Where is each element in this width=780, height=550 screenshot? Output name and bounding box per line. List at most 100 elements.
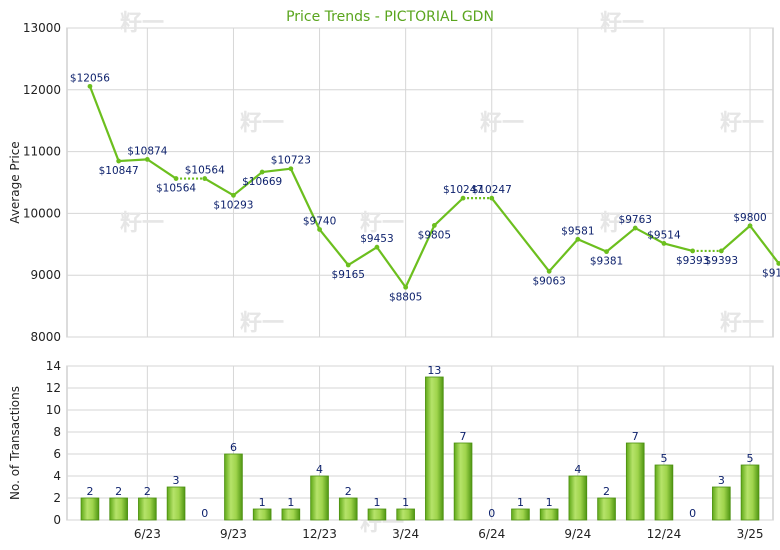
bar-ytick-label: 2	[53, 491, 61, 505]
transaction-bar	[654, 464, 674, 521]
price-point	[173, 176, 179, 181]
price-point	[317, 227, 322, 232]
price-point	[661, 241, 667, 246]
price-point	[718, 248, 724, 254]
bar-xtick-label: 9/24	[564, 527, 591, 541]
price-point	[489, 195, 495, 201]
price-line-segment	[720, 224, 751, 252]
watermark: 籽一	[480, 110, 524, 136]
price-point	[231, 192, 236, 198]
price-line-segment	[577, 238, 607, 253]
price-data-label: $9063	[532, 275, 565, 287]
price-point	[403, 284, 409, 290]
price-ytick-label: 11000	[23, 145, 61, 159]
price-data-label: $10247	[472, 184, 512, 196]
bar-ytick-label: 12	[46, 381, 61, 395]
price-line-segment	[262, 167, 291, 174]
bar-xtick-label: 6/24	[478, 527, 505, 541]
price-point	[604, 249, 609, 255]
price-line-segment	[88, 85, 120, 162]
price-line-segment	[433, 197, 464, 227]
transaction-bar	[597, 497, 616, 521]
transaction-bar	[224, 453, 243, 521]
transaction-bar	[338, 497, 358, 521]
transaction-count-label: 1	[517, 496, 524, 509]
watermark: 籽一	[240, 310, 284, 336]
bar-ytick-label: 6	[53, 447, 61, 461]
price-line-segment	[146, 158, 177, 180]
watermark: 籽一	[720, 310, 764, 336]
transaction-count-label: 13	[427, 364, 441, 377]
transaction-count-label: 3	[718, 474, 725, 487]
price-point	[288, 166, 294, 172]
price-data-label: $10847	[99, 165, 139, 177]
bar-xtick-label: 6/23	[134, 527, 161, 541]
price-data-label: $10874	[127, 145, 167, 157]
price-point	[116, 158, 122, 164]
price-point	[747, 223, 753, 229]
price-data-label: $9453	[360, 233, 393, 245]
price-data-label: $10564	[156, 183, 196, 195]
price-point	[546, 268, 552, 274]
bar-xtick-label: 12/23	[302, 527, 337, 541]
transaction-count-label: 3	[173, 474, 180, 487]
bar-xtick-label: 9/23	[220, 527, 247, 541]
transaction-bar	[625, 442, 645, 521]
transaction-count-label: 6	[230, 441, 237, 454]
watermark: 籽一	[600, 10, 644, 36]
transaction-bar	[281, 508, 301, 521]
price-data-label: $9393	[676, 255, 709, 267]
price-line-segment	[605, 227, 636, 253]
transaction-count-label: 2	[345, 485, 352, 498]
price-line-segment	[490, 197, 551, 272]
transaction-bar	[396, 508, 415, 521]
price-point	[776, 261, 780, 266]
price-point	[632, 225, 638, 231]
price-data-label: $10247	[443, 184, 483, 196]
bar-xtick-label: 12/24	[647, 527, 682, 541]
transaction-count-label: 2	[86, 485, 93, 498]
price-ytick-label: 12000	[23, 83, 61, 97]
transaction-bar	[80, 497, 100, 521]
transaction-bar	[367, 508, 387, 521]
price-plot-area	[66, 27, 774, 338]
price-line-segment	[318, 228, 350, 266]
price-data-label: $9165	[332, 269, 365, 281]
transaction-count-label: 1	[402, 496, 409, 509]
price-data-label: $9800	[733, 212, 766, 224]
transaction-count-label: 1	[259, 496, 266, 509]
transaction-count-label: 1	[546, 496, 553, 509]
price-point	[345, 262, 351, 268]
price-data-label: $9514	[647, 229, 681, 241]
bar-xtick-label: 3/25	[737, 527, 764, 541]
transaction-count-label: 1	[287, 496, 294, 509]
price-data-label: $9740	[303, 215, 336, 227]
price-line-segment	[376, 246, 407, 288]
price-point	[144, 156, 150, 162]
bar-ytick-label: 10	[46, 403, 61, 417]
price-data-label: $10723	[271, 155, 311, 167]
price-line-segment	[289, 168, 321, 230]
price-data-label: $10293	[213, 199, 253, 211]
transaction-bar	[453, 442, 473, 521]
transaction-bar	[511, 508, 530, 521]
transaction-count-label: 1	[373, 496, 380, 509]
bar-ytick-label: 8	[53, 425, 61, 439]
price-data-label: $9805	[418, 229, 451, 241]
price-line-segment	[548, 238, 579, 273]
price-point	[374, 244, 380, 250]
transaction-bar	[138, 497, 157, 521]
price-point	[431, 223, 437, 228]
price-ytick-label: 10000	[23, 206, 61, 220]
price-point	[575, 236, 581, 242]
transaction-bar	[166, 486, 186, 521]
transaction-bar	[109, 497, 128, 521]
price-data-label: $9581	[561, 225, 594, 237]
bar-ytick-label: 4	[53, 469, 61, 483]
price-ytick-label: 13000	[23, 21, 61, 35]
transaction-count-label: 0	[488, 507, 495, 520]
price-line-segment	[232, 171, 263, 197]
